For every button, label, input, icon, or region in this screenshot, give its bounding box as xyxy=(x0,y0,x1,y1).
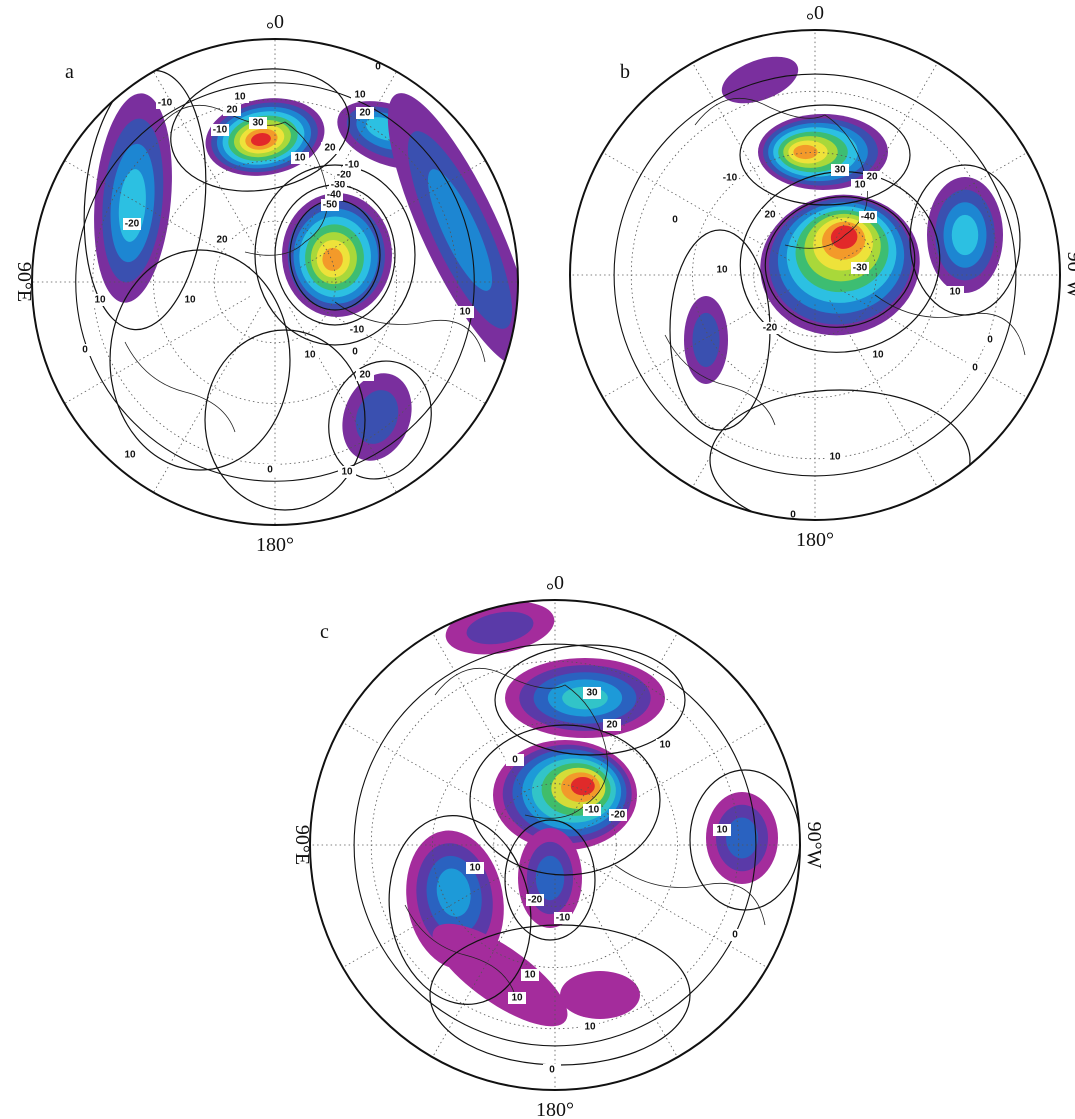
shaded-anomaly xyxy=(793,145,817,159)
top-label: 0° xyxy=(806,1,824,23)
figure: -1010010203020-101020-20-30-40-50-20-102… xyxy=(0,0,1075,1119)
shaded-anomaly xyxy=(560,971,640,1019)
contour-label: -20 xyxy=(528,895,543,906)
bottom-label: 180° xyxy=(536,1099,574,1119)
contour-label: 10 xyxy=(659,740,671,751)
contour-label: 10 xyxy=(124,450,136,461)
contour-label: 20 xyxy=(324,143,336,154)
contour-label: 20 xyxy=(226,105,238,116)
right-label: 90°W xyxy=(1063,252,1075,299)
contour-label: -10 xyxy=(350,325,365,336)
contour-label: 10 xyxy=(716,825,728,836)
bottom-label: 180° xyxy=(256,534,294,556)
shaded-anomaly xyxy=(536,856,564,900)
contour-label: -10 xyxy=(723,173,738,184)
map-panel: -1010010203020-101020-20-30-40-50-20-102… xyxy=(13,10,558,556)
contour-label: 10 xyxy=(524,970,536,981)
map-panel: 30 20 10 0 -10 -20 10 10 -20 -10 0 10 10 10 0 c 0° 180° 90… xyxy=(291,571,825,1119)
contour-label: -40 xyxy=(861,212,876,223)
contour-label: 20 xyxy=(764,210,776,221)
contour-label: -20 xyxy=(763,323,778,334)
contour-label: 10 xyxy=(469,863,481,874)
contour-label: 10 xyxy=(716,265,728,276)
left-label: 90°E xyxy=(291,825,313,865)
contour-label: -30 xyxy=(853,263,868,274)
contour-label: 30 xyxy=(252,118,264,129)
contour-label: 10 xyxy=(341,467,353,478)
contour-label: -20 xyxy=(337,170,352,181)
contour-label: 10 xyxy=(829,452,841,463)
panel-label: a xyxy=(65,61,74,83)
contour-label: 10 xyxy=(459,307,471,318)
contour-label: -20 xyxy=(125,219,140,230)
contour-label: 10 xyxy=(304,350,316,361)
contour-label: 30 xyxy=(586,688,598,699)
map-content: 30 20 10 0 -10 -20 10 10 -20 -10 0 10 10 10 0 xyxy=(310,594,800,1090)
contour-label: 0 xyxy=(972,363,978,374)
contour-label: 30 xyxy=(834,165,846,176)
shaded-anomaly xyxy=(322,248,342,271)
shaded-anomaly xyxy=(726,818,758,859)
shaded-anomaly xyxy=(952,215,978,255)
contour-label: 10 xyxy=(294,153,306,164)
contour-label: -10 xyxy=(345,160,360,171)
bottom-label: 180° xyxy=(796,529,834,551)
contour-label: 0 xyxy=(732,930,738,941)
contour-label: 10 xyxy=(234,92,246,103)
contour-label: 20 xyxy=(606,720,618,731)
contour-label: -10 xyxy=(556,913,571,924)
left-label: 90°E xyxy=(13,262,35,302)
contour-label: 10 xyxy=(949,287,961,298)
contour-label: 10 xyxy=(584,1022,596,1033)
contour-label: -50 xyxy=(323,200,338,211)
contour-label: 10 xyxy=(184,295,196,306)
panel-label: c xyxy=(320,621,329,643)
contour-label: 0 xyxy=(352,347,358,358)
contour-label: 0 xyxy=(549,1065,555,1076)
contour-label: -20 xyxy=(611,810,626,821)
right-label: 90°W xyxy=(803,822,825,869)
contour-label: -10 xyxy=(213,125,228,136)
contour-label: 10 xyxy=(872,350,884,361)
contour-label: 20 xyxy=(216,235,228,246)
map-content: -1010010203020-101020-20-30-40-50-20-102… xyxy=(32,39,558,525)
contour-label: 10 xyxy=(354,90,366,101)
shaded-anomaly xyxy=(571,777,595,795)
contour-label: 0 xyxy=(82,345,88,356)
contour-label: 10 xyxy=(854,180,866,191)
contour-label: 10 xyxy=(511,993,523,1004)
top-label: 0° xyxy=(546,571,564,593)
contour-label: -10 xyxy=(158,98,173,109)
contour-label: 0 xyxy=(267,465,273,476)
panel-label: b xyxy=(620,61,630,83)
contour-label: 0 xyxy=(987,335,993,346)
shaded-anomaly xyxy=(692,313,719,367)
contour-label: 0 xyxy=(512,755,518,766)
contour-label: 10 xyxy=(94,295,106,306)
contour-label: 20 xyxy=(359,370,371,381)
map-panel: 3020-101020-400-301010-200100100b0°180°9… xyxy=(570,1,1075,551)
top-label: 0° xyxy=(266,10,284,32)
contour-label: -10 xyxy=(585,805,600,816)
contour-label: 20 xyxy=(359,108,371,119)
contour-label: 0 xyxy=(672,215,678,226)
